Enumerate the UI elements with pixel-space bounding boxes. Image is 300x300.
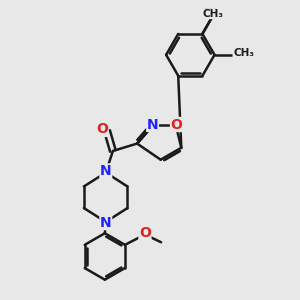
Text: CH₃: CH₃: [233, 48, 254, 58]
Text: O: O: [170, 118, 182, 131]
Text: N: N: [147, 118, 158, 131]
Text: CH₃: CH₃: [201, 8, 222, 18]
Text: O: O: [96, 122, 108, 136]
Text: N: N: [100, 216, 112, 230]
Text: N: N: [100, 164, 112, 178]
Text: CH₃: CH₃: [202, 9, 224, 19]
Text: O: O: [139, 226, 151, 240]
